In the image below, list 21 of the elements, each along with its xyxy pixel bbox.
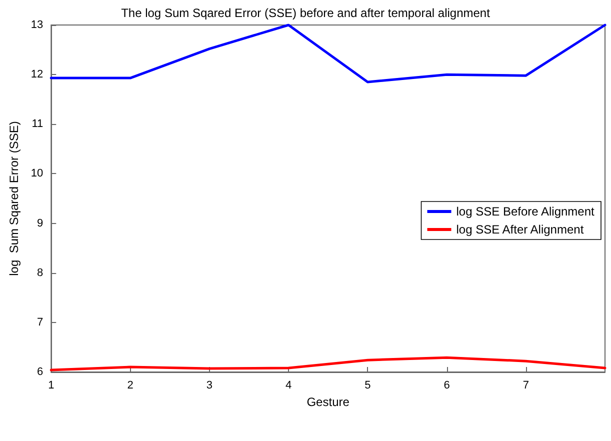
x-axis-title: Gesture: [306, 394, 350, 409]
y-tick-label: 6: [37, 366, 44, 378]
legend-label: log SSE After Alignment: [456, 222, 584, 236]
y-tick-label: 10: [30, 168, 44, 180]
y-tick-label: 7: [37, 316, 44, 328]
y-tick-label: 12: [30, 68, 44, 81]
line-series: [50, 24, 606, 84]
x-tick-label: 5: [364, 380, 371, 392]
y-axis-title: log Sum Sqared Error (SSE): [7, 121, 21, 276]
x-tick-label: 4: [285, 380, 292, 392]
chart-title: The log Sum Sqared Error (SSE) before and after temporal alignment: [121, 6, 491, 20]
y-tick-label: 13: [30, 19, 44, 31]
y-tick-label: 11: [32, 118, 44, 130]
y-tick-label: 9: [37, 217, 44, 230]
x-tick-label: 1: [48, 380, 54, 392]
x-tick-label: 7: [522, 380, 529, 392]
x-tick-label: 3: [206, 380, 212, 392]
legend-label: log SSE Before Alignment: [456, 204, 596, 218]
x-tick-label: 6: [444, 380, 450, 392]
y-tick-label: 8: [37, 266, 44, 279]
x-tick-label: 2: [127, 380, 134, 392]
